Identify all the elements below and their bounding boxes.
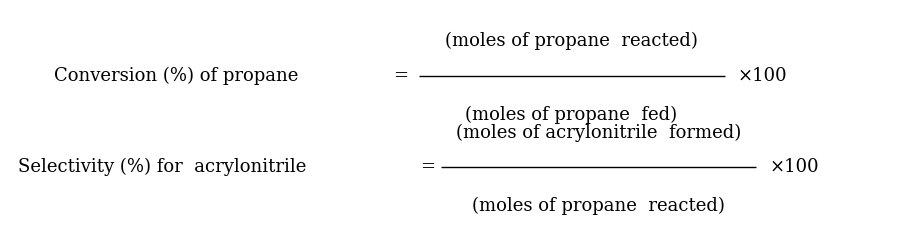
Text: (moles of propane  fed): (moles of propane fed) (465, 105, 678, 124)
Text: ×100: ×100 (770, 158, 819, 176)
Text: =: = (420, 158, 435, 176)
Text: (moles of propane  reacted): (moles of propane reacted) (446, 32, 698, 50)
Text: (moles of propane  reacted): (moles of propane reacted) (472, 197, 724, 215)
Text: ×100: ×100 (738, 67, 788, 85)
Text: Conversion (%) of propane: Conversion (%) of propane (54, 66, 299, 85)
Text: =: = (393, 67, 408, 85)
Text: (moles of acrylonitrile  formed): (moles of acrylonitrile formed) (456, 124, 741, 142)
Text: Selectivity (%) for  acrylonitrile: Selectivity (%) for acrylonitrile (18, 158, 306, 176)
